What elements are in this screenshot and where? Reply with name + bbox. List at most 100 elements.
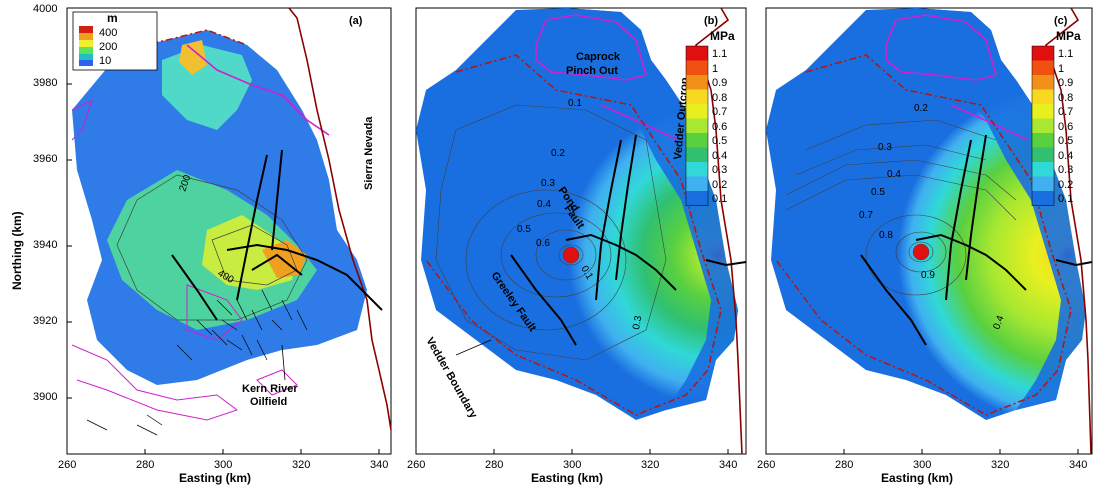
magenta-contour-1 <box>71 99 93 141</box>
legend-label-200: 200 <box>99 41 117 53</box>
xtick: 280 <box>835 459 853 471</box>
contour-label: 0.2 <box>914 103 928 114</box>
legend-label: 0.5 <box>1058 135 1073 147</box>
pressure-contours-c <box>785 119 1017 296</box>
x-axis-label-c: Easting (km) <box>881 471 953 485</box>
legend-title-mpa: MPa <box>1056 29 1081 43</box>
contour-label: 0.3 <box>631 314 644 330</box>
outer-blue-band-c <box>886 8 1086 410</box>
caprock-pinch-out-line-c <box>885 14 997 81</box>
legend-label: 0.8 <box>1058 92 1073 104</box>
legend-label: 0.7 <box>1058 106 1073 118</box>
xtick: 320 <box>292 459 310 471</box>
legend-title-mpa: MPa <box>710 29 735 43</box>
legend-label: 0.3 <box>712 164 727 176</box>
contour-label: 0.4 <box>887 169 901 180</box>
contour-label: 0.3 <box>878 142 892 153</box>
ytick: 4000 <box>33 3 57 15</box>
caprock-label-1: Caprock <box>576 51 621 63</box>
y-axis-label: Northing (km) <box>10 211 24 290</box>
fault-lines-b <box>510 134 747 346</box>
caprock-pinch-out-line <box>535 14 647 81</box>
legend-title-m: m <box>107 11 118 25</box>
kern-river-pointer <box>281 344 286 381</box>
panel-c-label: (c) <box>1054 15 1068 27</box>
contour-label: 0.5 <box>517 224 531 235</box>
injection-center-b <box>562 246 580 264</box>
xtick: 320 <box>641 459 659 471</box>
magenta-contour-3 <box>186 284 243 341</box>
xtick: 300 <box>214 459 232 471</box>
xtick: 280 <box>136 459 154 471</box>
contour-200 <box>116 174 308 321</box>
caprock-label-2: Pinch Out <box>566 65 618 77</box>
legend-label: 0.6 <box>1058 121 1073 133</box>
x-axis-a: 260 280 300 320 340 <box>58 449 388 471</box>
vedder-boundary-line <box>121 29 248 51</box>
xtick: 300 <box>563 459 581 471</box>
xtick: 320 <box>991 459 1009 471</box>
thickness-yellow-zone-north <box>179 40 207 75</box>
legend-label: 0.5 <box>712 135 727 147</box>
legend-label: 0.1 <box>1058 193 1073 205</box>
contour-label: 0.9 <box>921 270 935 281</box>
legend-label: 0.9 <box>712 77 727 89</box>
caprock-line-c <box>950 104 1029 141</box>
x-axis-c: 260 280 300 320 340 <box>757 449 1087 471</box>
thickness-legend: m 400 200 10 <box>72 11 158 71</box>
ytick: 3900 <box>33 391 57 403</box>
legend-label-10: 10 <box>99 55 111 67</box>
legend-label: 0.7 <box>712 106 727 118</box>
legend-label: 1 <box>712 63 718 75</box>
legend-label: 1 <box>1058 63 1064 75</box>
vedder-boundary-b <box>425 54 722 416</box>
contour-label: 0.6 <box>536 238 550 249</box>
legend-label: 0.4 <box>712 150 727 162</box>
oilfield-fault-cluster <box>86 289 308 436</box>
contour-label: 0.4 <box>537 199 551 210</box>
xtick: 340 <box>719 459 737 471</box>
outcrop-line-c <box>1045 7 1092 455</box>
outcrop-line-b <box>695 7 743 455</box>
fault-lines <box>171 149 383 321</box>
vedder-boundary-pointer <box>455 339 492 356</box>
xtick: 280 <box>485 459 503 471</box>
xtick: 340 <box>1069 459 1087 471</box>
x-axis-label-a: Easting (km) <box>179 471 251 485</box>
legend-label: 1.1 <box>1058 48 1073 60</box>
legend-label: 0.4 <box>1058 150 1073 162</box>
kern-river-label-2: Oilfield <box>250 396 287 408</box>
panel-b: 0.1 0.2 0.3 0.4 0.5 0.6 0.1 0.3 Caprock … <box>407 7 747 485</box>
thickness-yellow-zone <box>202 215 297 290</box>
panel-a: 200 400 Sierra Nevada Kern River Oilfiel… <box>10 3 392 485</box>
caprock-line <box>186 44 330 136</box>
magenta-contour-2 <box>71 344 239 421</box>
legend-label-400: 400 <box>99 27 117 39</box>
outcrop-line <box>288 7 392 431</box>
legend-label: 0.3 <box>1058 164 1073 176</box>
ytick: 3940 <box>33 239 57 251</box>
y-axis: 4000 3980 3960 3940 3920 3900 <box>33 3 72 403</box>
contour-label: 0.3 <box>541 178 555 189</box>
caprock-line-b <box>600 104 679 141</box>
panel-b-label: (b) <box>704 15 718 27</box>
ytick: 3920 <box>33 315 57 327</box>
ytick: 3960 <box>33 153 57 165</box>
magenta-contour-4 <box>256 369 298 396</box>
contour-label: 0.4 <box>991 314 1006 331</box>
xtick: 340 <box>370 459 388 471</box>
contour-label: 0.5 <box>871 187 885 198</box>
contour-label: 0.7 <box>859 210 873 221</box>
legend-label: 0.6 <box>712 121 727 133</box>
sierra-nevada-label: Sierra Nevada <box>363 116 375 190</box>
thickness-orange-zone <box>262 240 307 278</box>
panel-c: 0.2 0.3 0.4 0.5 0.7 0.8 0.9 0.4 (c) MPa … <box>757 7 1093 485</box>
xtick: 260 <box>407 459 425 471</box>
pressure-legend-c: MPa 1.1 1 0.9 0.8 0.7 0.6 0.5 0.4 0.3 0.… <box>1031 29 1081 206</box>
injection-center-c <box>912 243 930 261</box>
legend-label: 1.1 <box>712 48 727 60</box>
kern-river-label-1: Kern River <box>242 383 298 395</box>
ytick: 3980 <box>33 77 57 89</box>
fault-lines-c <box>860 134 1093 346</box>
